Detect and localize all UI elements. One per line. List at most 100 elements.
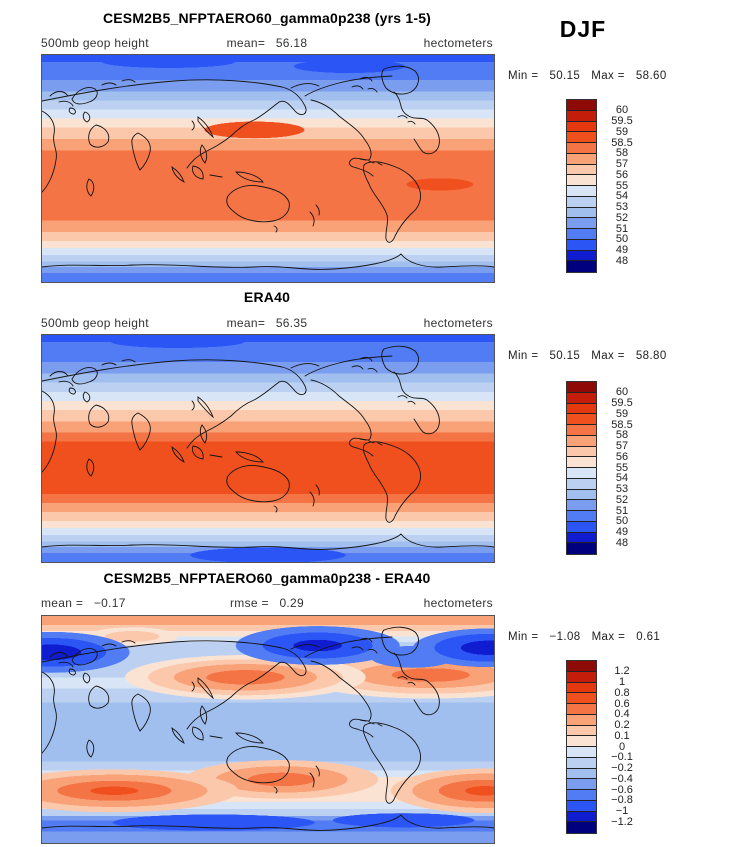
colorbar-segment	[567, 261, 596, 272]
colorbar-tick-label: 59	[615, 407, 629, 420]
panel3-max-value: 0.61	[636, 631, 661, 643]
colorbar-segment	[567, 478, 596, 490]
panel3-min-value: −1.08	[549, 631, 581, 643]
panel3-min-label: Min =	[508, 631, 539, 643]
colorbar-tick-label: −0.2	[611, 762, 633, 774]
colorbar-tick-label: −0.4	[611, 772, 633, 785]
colorbar-tick-label: −0.8	[611, 794, 633, 807]
panel2-colorbar: 60 59.5 59 58.5 58 57 56 55 54 53 52 51 50 49 48	[566, 381, 676, 555]
colorbar-tick-label: 56	[615, 168, 629, 181]
panel3-rmse-label: rmse =	[229, 596, 269, 610]
panel2-min-value: 50.15	[549, 350, 581, 362]
colorbar-tick-label: 59	[615, 125, 629, 138]
panel3-rmse: rmse = 0.29	[230, 596, 304, 610]
panel3-title: CESM2B5_NFPTAERO60_gamma0p238 - ERA40	[103, 570, 431, 586]
colorbar-tick-label: 58	[615, 147, 629, 160]
colorbar-segment	[567, 143, 596, 154]
panel2-map	[41, 334, 495, 563]
colorbar-tick-label: 1.2	[614, 665, 630, 678]
colorbar-tick-label: 57	[615, 158, 629, 170]
colorbar-segment	[567, 186, 596, 197]
colorbar-segment	[567, 543, 596, 554]
colorbar-tick-label: 53	[615, 483, 629, 495]
colorbar-segment	[567, 414, 596, 425]
panel2-units: hectometers	[423, 316, 493, 330]
colorbar-tick-label: 49	[615, 244, 629, 256]
colorbar-segment	[567, 822, 596, 833]
colorbar-segment	[567, 661, 596, 672]
coastline-overlay	[42, 345, 494, 550]
colorbar-segment	[567, 757, 596, 769]
colorbar-segment	[567, 511, 596, 522]
panel3-units: hectometers	[423, 596, 493, 610]
panel3-stats-row: mean = −0.17 rmse = 0.29 hectometers	[41, 596, 493, 610]
panel3-max-label: Max =	[591, 631, 626, 643]
colorbar-segment	[567, 250, 596, 262]
colorbar-tick-label: 0.2	[614, 719, 630, 731]
panel1-mean-label: mean=	[226, 36, 266, 50]
colorbar-segment	[567, 153, 596, 165]
panel3-minmax: Min = −1.08 Max = 0.61	[508, 631, 728, 643]
colorbar-tick-label: 58.5	[611, 136, 633, 149]
colorbar-segment	[567, 100, 596, 111]
panel1-max-label: Max =	[591, 70, 625, 82]
panel3-map	[41, 615, 495, 844]
colorbar-segments	[566, 99, 597, 273]
panel3-mean-label: mean =	[41, 596, 84, 610]
colorbar-segment	[567, 779, 596, 790]
colorbar-segment	[567, 682, 596, 694]
colorbar-segment	[567, 532, 596, 544]
coastline-overlay	[42, 626, 494, 831]
colorbar-segment	[567, 207, 596, 219]
panel1-field-label: 500mb geop height	[41, 36, 149, 50]
panel3-mean: mean = −0.17	[41, 596, 230, 610]
colorbar-segment	[567, 196, 596, 208]
colorbar-tick-label: 0.6	[614, 697, 630, 710]
colorbar-tick-label: 52	[615, 211, 629, 224]
colorbar-segment	[567, 500, 596, 511]
panel3-mean-value: −0.17	[93, 596, 126, 610]
panel1-units: hectometers	[423, 36, 493, 50]
panel2-mean-label: mean=	[226, 316, 266, 330]
colorbar-segment	[567, 768, 596, 780]
colorbar-segment	[567, 132, 596, 143]
panel1-mean-value: 56.18	[275, 36, 308, 50]
colorbar-segment	[567, 121, 596, 133]
colorbar-tick-label: 56	[615, 450, 629, 463]
panel1-colorbar: 60 59.5 59 58.5 58 57 56 55 54 53 52 51 50 49 48	[566, 99, 676, 273]
colorbar-tick-label: −0.1	[611, 751, 633, 764]
colorbar-segment	[567, 229, 596, 240]
colorbar-tick-label: 60	[615, 104, 629, 117]
colorbar-tick-label: 54	[615, 472, 629, 485]
colorbar-tick-label: 60	[615, 386, 629, 399]
colorbar-segment	[567, 811, 596, 823]
colorbar-tick-label: 55	[615, 461, 629, 474]
panel2-max-value: 58.80	[635, 350, 667, 362]
colorbar-tick-label: −1.2	[611, 815, 633, 828]
panel1-map	[41, 54, 495, 283]
colorbar-tick-label: 0.4	[614, 708, 630, 721]
colorbar-tick-label: 53	[615, 201, 629, 213]
colorbar-tick-label: 0	[618, 740, 626, 753]
colorbar-segment	[567, 704, 596, 715]
colorbar-tick-label: 50	[615, 515, 629, 528]
colorbar-segment	[567, 425, 596, 436]
colorbar-tick-label: 58	[615, 429, 629, 442]
colorbar-segment	[567, 110, 596, 122]
colorbar-segment	[567, 671, 596, 683]
colorbar-segment	[567, 382, 596, 393]
colorbar-tick-label: 48	[615, 536, 629, 549]
colorbar-segments	[566, 381, 597, 555]
panel1-min-value: 50.15	[549, 70, 581, 82]
panel2-stats-row: 500mb geop height mean= 56.35 hectometer…	[41, 316, 493, 330]
colorbar-tick-label: −0.6	[611, 783, 633, 796]
colorbar-segment	[567, 468, 596, 479]
colorbar-tick-label: 1	[618, 676, 626, 688]
panel1-minmax: Min = 50.15 Max = 58.60	[508, 70, 728, 82]
panel2-max-label: Max =	[591, 350, 625, 362]
panel2-mean: mean= 56.35	[227, 316, 308, 330]
colorbar-segment	[567, 392, 596, 404]
colorbar-segment	[567, 736, 596, 747]
coastline-overlay	[42, 65, 494, 270]
